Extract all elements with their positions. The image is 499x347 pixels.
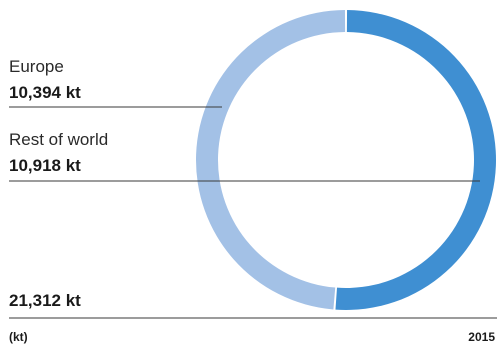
value-label-rest-of-world: 10,918 kt <box>9 156 81 175</box>
donut-slices <box>195 10 496 310</box>
donut-slice-europe <box>195 10 346 310</box>
year-label: 2015 <box>468 330 495 344</box>
legend-label-rest-of-world: Rest of world <box>9 130 109 149</box>
legend-label-europe: Europe <box>9 57 64 76</box>
total-label: 21,312 kt <box>9 291 81 310</box>
donut-slice-rest-of-world <box>335 10 496 310</box>
value-label-europe: 10,394 kt <box>9 83 81 102</box>
unit-label: (kt) <box>9 330 28 344</box>
